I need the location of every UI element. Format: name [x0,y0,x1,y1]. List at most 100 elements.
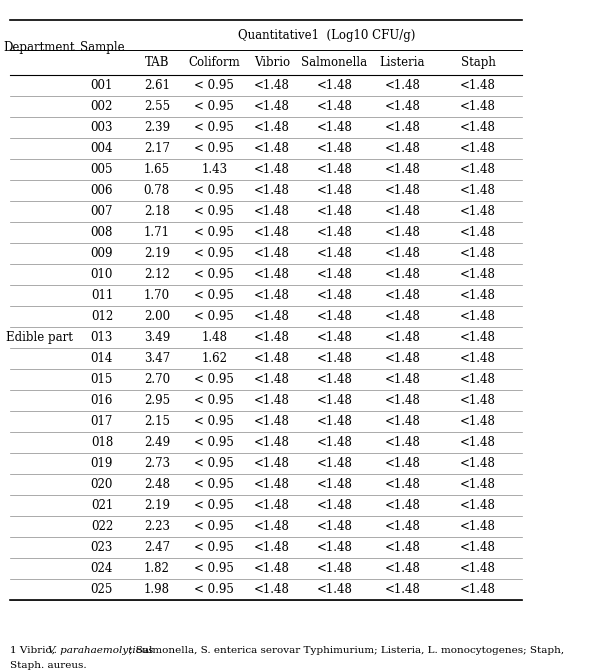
Text: < 0.95: < 0.95 [194,121,234,135]
Text: <1.48: <1.48 [316,373,352,387]
Text: 2.70: 2.70 [144,373,170,387]
Text: <1.48: <1.48 [384,206,420,218]
Text: <1.48: <1.48 [460,458,496,470]
Text: <1.48: <1.48 [316,163,352,176]
Text: 2.18: 2.18 [144,206,169,218]
Text: 1.65: 1.65 [144,163,170,176]
Text: V. parahaemolyticus: V. parahaemolyticus [48,646,154,655]
Text: <1.48: <1.48 [253,415,290,428]
Text: < 0.95: < 0.95 [194,499,234,513]
Text: 1.98: 1.98 [144,584,170,596]
Text: 015: 015 [91,373,113,387]
Text: Staph: Staph [460,56,495,69]
Text: <1.48: <1.48 [253,521,290,533]
Text: <1.48: <1.48 [253,458,290,470]
Text: <1.48: <1.48 [384,100,420,113]
Text: < 0.95: < 0.95 [194,226,234,239]
Text: <1.48: <1.48 [316,458,352,470]
Text: <1.48: <1.48 [253,562,290,576]
Text: <1.48: <1.48 [253,269,290,281]
Text: 019: 019 [91,458,113,470]
Text: <1.48: <1.48 [384,352,420,365]
Text: 020: 020 [91,478,113,491]
Text: 2.15: 2.15 [144,415,170,428]
Text: <1.48: <1.48 [384,310,420,324]
Text: < 0.95: < 0.95 [194,541,234,554]
Text: < 0.95: < 0.95 [194,373,234,387]
Text: < 0.95: < 0.95 [194,289,234,302]
Text: <1.48: <1.48 [384,415,420,428]
Text: <1.48: <1.48 [384,541,420,554]
Text: <1.48: <1.48 [460,269,496,281]
Text: 010: 010 [91,269,113,281]
Text: < 0.95: < 0.95 [194,79,234,92]
Text: < 0.95: < 0.95 [194,395,234,407]
Text: 025: 025 [91,584,113,596]
Text: 2.12: 2.12 [144,269,169,281]
Text: <1.48: <1.48 [253,184,290,198]
Text: Listeria: Listeria [379,56,425,69]
Text: <1.48: <1.48 [460,226,496,239]
Text: < 0.95: < 0.95 [194,100,234,113]
Text: <1.48: <1.48 [316,352,352,365]
Text: Vibrio: Vibrio [253,56,290,69]
Text: 2.55: 2.55 [144,100,170,113]
Text: <1.48: <1.48 [253,310,290,324]
Text: 014: 014 [91,352,113,365]
Text: <1.48: <1.48 [316,206,352,218]
Text: 009: 009 [91,247,113,261]
Text: < 0.95: < 0.95 [194,415,234,428]
Text: 004: 004 [91,142,113,155]
Text: <1.48: <1.48 [253,499,290,513]
Text: <1.48: <1.48 [253,247,290,261]
Text: Sample: Sample [80,41,124,54]
Text: <1.48: <1.48 [460,142,496,155]
Text: 1 Vibrio,: 1 Vibrio, [10,646,59,655]
Text: < 0.95: < 0.95 [194,310,234,324]
Text: Salmonella: Salmonella [301,56,367,69]
Text: Quantitative1  (Log10 CFU/g): Quantitative1 (Log10 CFU/g) [238,29,415,42]
Text: <1.48: <1.48 [384,458,420,470]
Text: 1.62: 1.62 [201,352,227,365]
Text: 016: 016 [91,395,113,407]
Text: <1.48: <1.48 [460,541,496,554]
Text: <1.48: <1.48 [253,478,290,491]
Text: < 0.95: < 0.95 [194,478,234,491]
Text: 011: 011 [91,289,113,302]
Text: <1.48: <1.48 [384,521,420,533]
Text: <1.48: <1.48 [460,247,496,261]
Text: 1.48: 1.48 [201,332,227,344]
Text: <1.48: <1.48 [460,289,496,302]
Text: <1.48: <1.48 [460,521,496,533]
Text: Department: Department [4,41,75,54]
Text: <1.48: <1.48 [384,121,420,135]
Text: <1.48: <1.48 [460,436,496,450]
Text: < 0.95: < 0.95 [194,247,234,261]
Text: <1.48: <1.48 [460,395,496,407]
Text: 1.70: 1.70 [144,289,170,302]
Text: 023: 023 [91,541,113,554]
Text: 017: 017 [91,415,113,428]
Text: <1.48: <1.48 [384,163,420,176]
Text: < 0.95: < 0.95 [194,184,234,198]
Text: <1.48: <1.48 [384,332,420,344]
Text: <1.48: <1.48 [253,163,290,176]
Text: <1.48: <1.48 [253,289,290,302]
Text: <1.48: <1.48 [253,373,290,387]
Text: <1.48: <1.48 [253,142,290,155]
Text: 018: 018 [91,436,113,450]
Text: 1.82: 1.82 [144,562,169,576]
Text: <1.48: <1.48 [253,226,290,239]
Text: Coliform: Coliform [188,56,240,69]
Text: <1.48: <1.48 [384,142,420,155]
Text: <1.48: <1.48 [460,584,496,596]
Text: 1.43: 1.43 [201,163,227,176]
Text: 2.00: 2.00 [144,310,170,324]
Text: <1.48: <1.48 [460,373,496,387]
Text: <1.48: <1.48 [460,121,496,135]
Text: <1.48: <1.48 [316,584,352,596]
Text: 2.49: 2.49 [144,436,170,450]
Text: <1.48: <1.48 [253,541,290,554]
Text: <1.48: <1.48 [316,247,352,261]
Text: TAB: TAB [145,56,169,69]
